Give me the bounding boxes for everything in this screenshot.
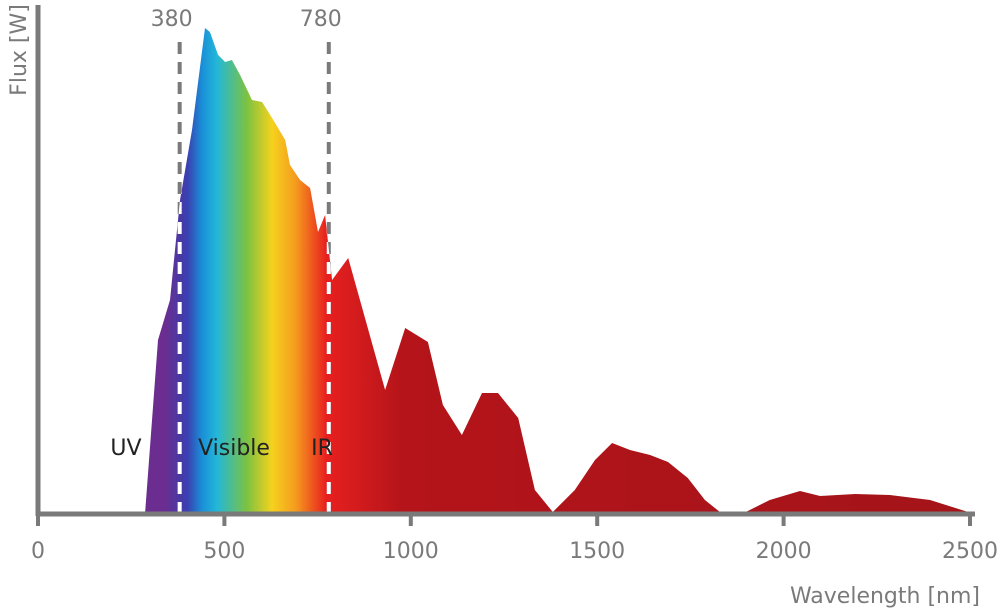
region-label: Visible (198, 436, 270, 461)
x-tick-label: 0 (31, 539, 45, 564)
x-tick-label: 1500 (569, 539, 625, 564)
x-tick-label: 1000 (383, 539, 439, 564)
x-tick-label: 2000 (756, 539, 812, 564)
region-label: UV (110, 436, 141, 461)
x-tick-label: 2500 (942, 539, 998, 564)
x-axis-label: Wavelength [nm] (790, 584, 980, 609)
region-label: IR (311, 436, 333, 461)
x-tick-label: 500 (203, 539, 245, 564)
y-axis-label: Flux [W] (7, 4, 32, 96)
area (145, 28, 969, 514)
marker-label: 780 (300, 7, 342, 32)
marker-label: 380 (151, 7, 193, 32)
